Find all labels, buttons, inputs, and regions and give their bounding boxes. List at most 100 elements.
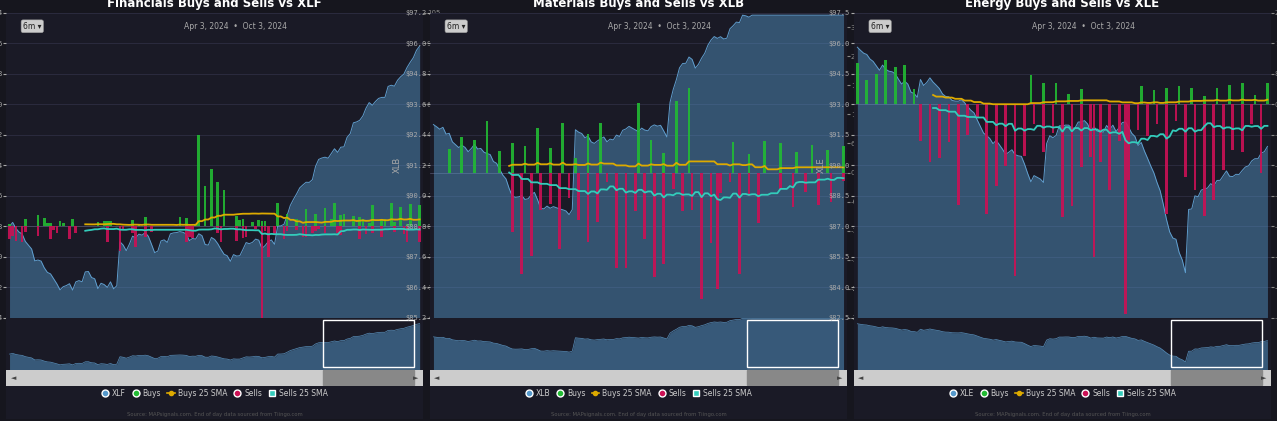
Bar	[716, 173, 719, 289]
Text: ►: ►	[1262, 375, 1267, 381]
Bar	[586, 173, 590, 242]
Bar	[72, 219, 74, 226]
Bar	[24, 219, 27, 226]
Bar	[211, 169, 213, 226]
Bar	[11, 226, 14, 236]
Bar	[359, 226, 361, 239]
Bar	[856, 63, 858, 104]
Bar	[264, 221, 267, 226]
Bar	[764, 141, 766, 173]
Bar	[928, 104, 931, 162]
Bar	[747, 370, 839, 385]
Bar	[61, 224, 65, 226]
Bar	[1117, 104, 1120, 141]
Bar	[59, 221, 61, 226]
Bar	[747, 154, 751, 173]
Bar	[811, 145, 813, 173]
Bar	[653, 173, 655, 277]
Bar	[134, 226, 137, 247]
Y-axis label: XLE: XLE	[817, 157, 826, 173]
Bar	[577, 173, 580, 220]
Bar	[700, 173, 702, 298]
Bar	[323, 370, 415, 385]
Bar	[1147, 104, 1149, 136]
Bar	[97, 222, 100, 226]
Bar	[402, 226, 405, 234]
Bar	[792, 173, 794, 207]
Bar	[710, 173, 713, 243]
Bar	[779, 173, 782, 189]
Bar	[843, 173, 845, 181]
Bar	[1156, 104, 1158, 124]
Bar	[342, 213, 345, 226]
Bar	[919, 104, 922, 141]
Bar	[241, 218, 244, 226]
Bar	[132, 220, 134, 226]
Text: 6m ▾: 6m ▾	[447, 22, 465, 31]
Bar	[1061, 104, 1064, 217]
Bar	[913, 89, 916, 104]
Bar	[144, 217, 147, 226]
Bar	[599, 123, 601, 173]
Bar	[185, 226, 188, 242]
Bar	[132, 226, 134, 233]
Text: Source: MAPsignals.com. End of day data sourced from Tiingo.com: Source: MAPsignals.com. End of day data …	[974, 412, 1151, 417]
Bar	[381, 219, 383, 226]
Bar	[323, 226, 327, 233]
Bar	[305, 226, 308, 237]
Bar	[1042, 83, 1045, 104]
Text: Apr 3, 2024  •  Oct 3, 2024: Apr 3, 2024 • Oct 3, 2024	[184, 22, 287, 31]
Bar	[650, 140, 653, 173]
Bar	[393, 222, 396, 226]
Bar	[1171, 370, 1262, 385]
Bar	[1260, 104, 1263, 173]
Bar	[301, 226, 304, 237]
Bar	[1124, 104, 1126, 314]
Bar	[276, 203, 280, 226]
Bar	[406, 226, 409, 242]
Bar	[448, 149, 451, 173]
Bar	[461, 137, 464, 173]
Bar	[633, 173, 637, 211]
Bar	[875, 74, 877, 104]
Bar	[558, 173, 561, 249]
Text: 6m ▾: 6m ▾	[871, 22, 889, 31]
Bar	[151, 226, 153, 232]
Bar	[511, 173, 513, 232]
Bar	[194, 224, 197, 226]
Bar	[241, 226, 244, 237]
Bar	[830, 173, 833, 202]
Bar	[738, 173, 741, 274]
Bar	[1137, 104, 1139, 131]
Bar	[616, 173, 618, 268]
Bar	[521, 173, 524, 274]
Bar	[1128, 104, 1130, 180]
Bar	[37, 226, 40, 236]
Bar	[1051, 104, 1055, 133]
Bar	[995, 104, 997, 186]
Bar	[1241, 104, 1244, 152]
Bar	[336, 226, 338, 233]
Bar	[805, 173, 807, 192]
Bar	[359, 217, 361, 226]
Bar	[1254, 95, 1257, 104]
Bar	[549, 173, 552, 204]
Bar	[406, 224, 409, 226]
Bar	[46, 223, 49, 226]
Bar	[524, 146, 526, 173]
Bar	[1165, 104, 1168, 214]
Bar	[1070, 104, 1073, 206]
Bar	[682, 173, 684, 211]
Bar	[286, 214, 289, 226]
Bar	[676, 101, 678, 173]
Text: ►: ►	[414, 375, 419, 381]
Bar	[866, 80, 868, 104]
Text: Apr 3, 2024  •  Oct 3, 2024: Apr 3, 2024 • Oct 3, 2024	[1032, 22, 1135, 31]
Bar	[1190, 88, 1193, 104]
Bar	[1222, 104, 1225, 170]
Bar	[372, 205, 374, 226]
Bar	[1093, 104, 1096, 257]
Bar	[144, 226, 147, 237]
Bar	[1004, 104, 1008, 166]
Bar	[24, 226, 27, 232]
